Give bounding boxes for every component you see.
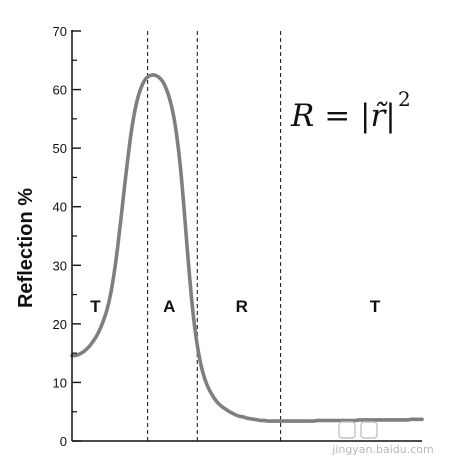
y-axis-label: Reflection % [15, 188, 37, 308]
region-label: R [236, 297, 248, 316]
y-tick-label: 20 [53, 317, 67, 332]
formula-annotation: R = |r̃| 2 [290, 87, 411, 134]
formula-text: R = |r̃| [290, 98, 396, 134]
region-label: T [370, 297, 381, 316]
region-label: T [90, 297, 101, 316]
y-tick-label: 30 [53, 258, 67, 273]
y-tick-label: 10 [53, 375, 67, 390]
reflection-curve-group [70, 73, 424, 423]
y-tick-label: 50 [53, 141, 67, 156]
y-tick-label: 0 [60, 434, 67, 449]
formula-superscript: 2 [398, 87, 411, 111]
y-axis-ticks: 0 10 20 30 40 50 60 70 [53, 24, 81, 449]
region-boundaries [147, 31, 282, 441]
watermark-icon [338, 421, 356, 439]
y-tick-label: 40 [53, 200, 67, 215]
watermark: jingyan.baidu.com [331, 421, 434, 456]
reflection-curve [70, 73, 424, 423]
region-label: A [163, 297, 175, 316]
watermark-text: jingyan.baidu.com [331, 443, 434, 456]
watermark-icon-2 [360, 421, 378, 439]
y-tick-label: 70 [53, 24, 67, 39]
y-tick-label: 60 [53, 83, 67, 98]
